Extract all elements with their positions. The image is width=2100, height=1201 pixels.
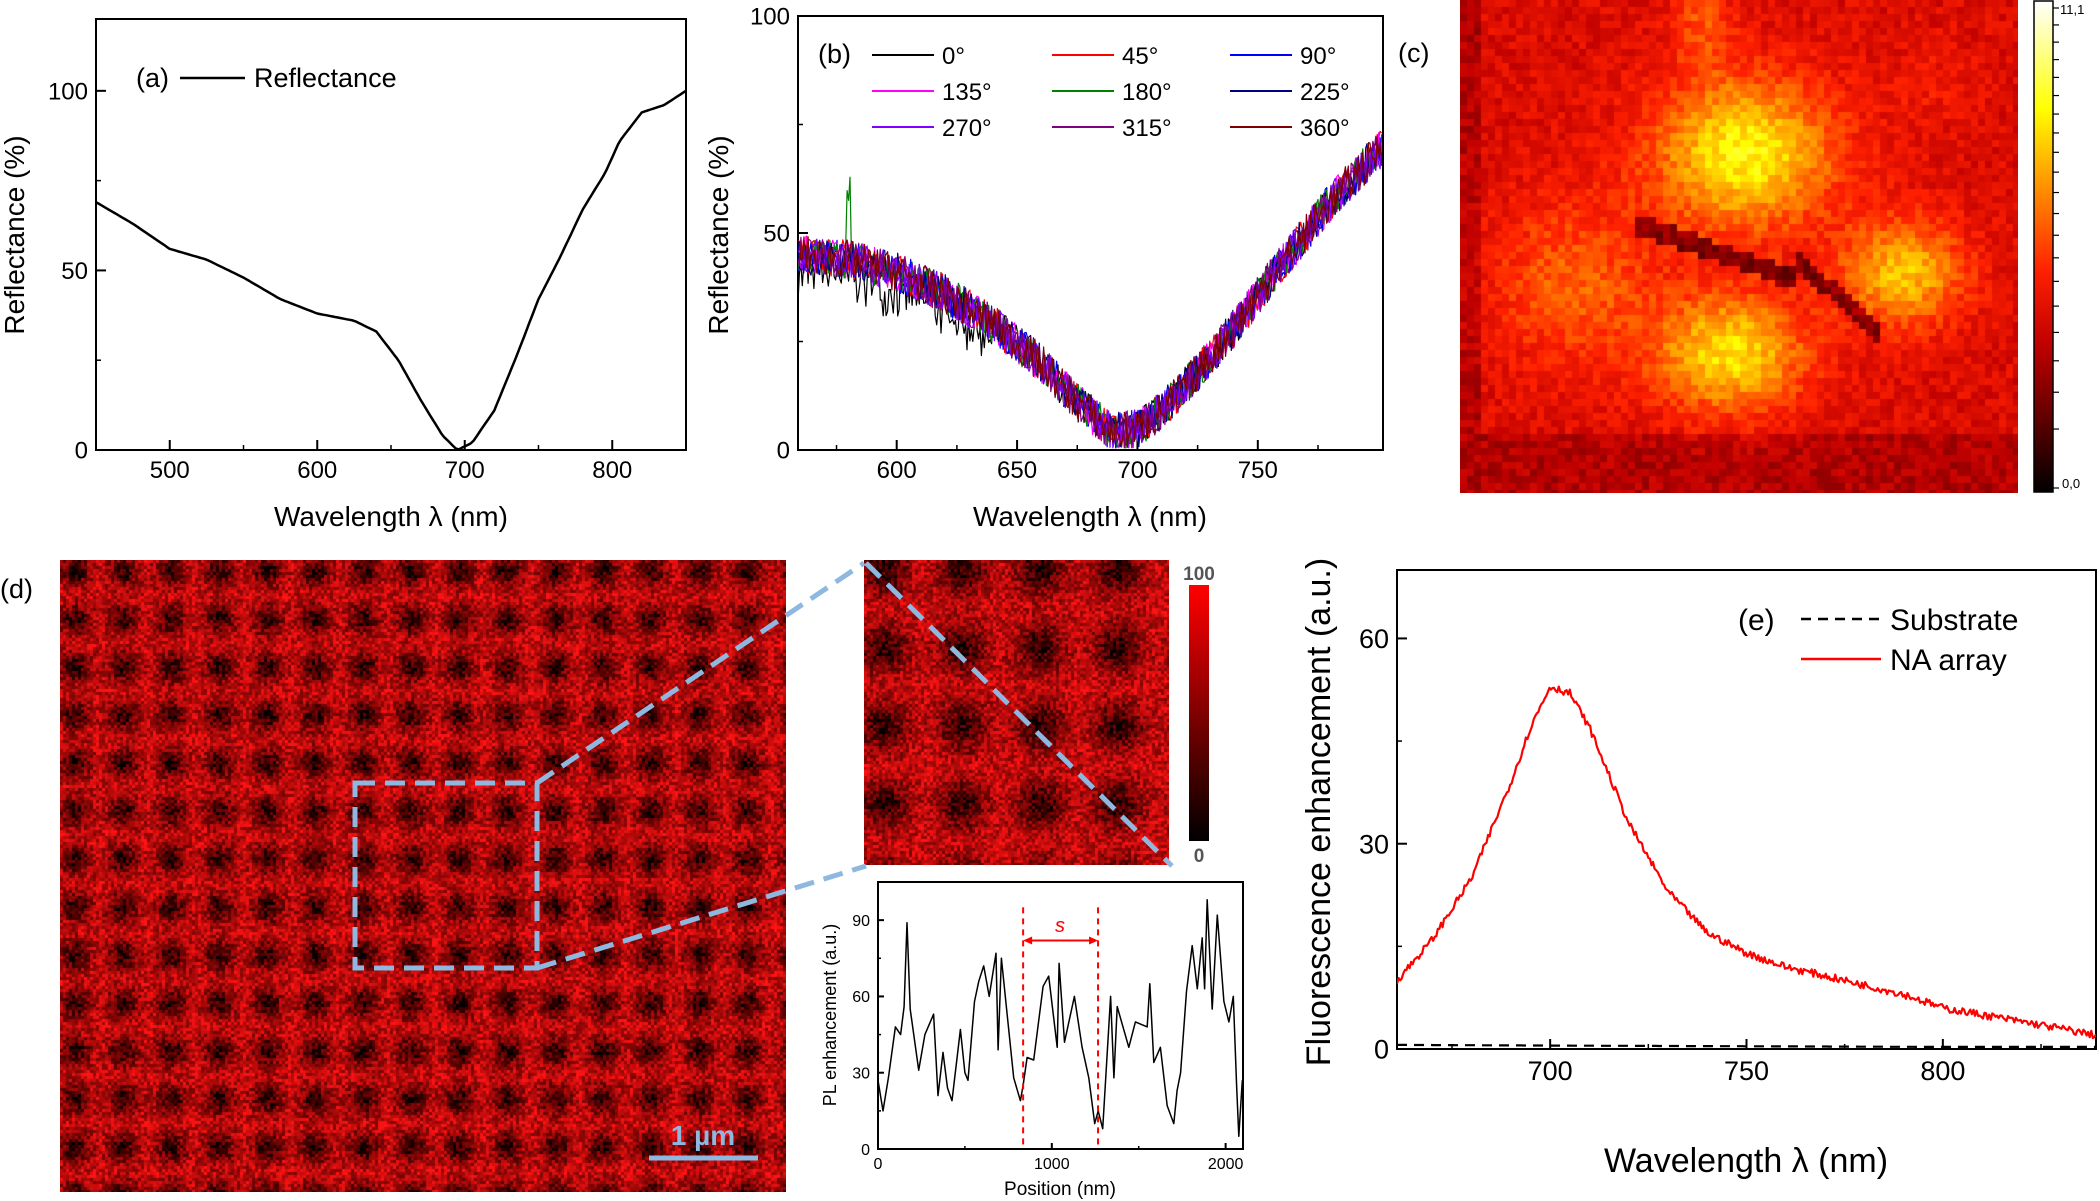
x-tick-label: 800 bbox=[1920, 1056, 1965, 1086]
x-tick-label: 1000 bbox=[1034, 1156, 1070, 1173]
panel-a-chart: 500 600 700 800 0 50 100 bbox=[48, 18, 687, 484]
panel-c-colorbar-max: 11,1 bbox=[2060, 2, 2084, 17]
panel-e-series-1 bbox=[1397, 685, 2096, 1040]
panel-b-series-0 bbox=[798, 135, 1383, 449]
y-tick-label: 0 bbox=[777, 438, 790, 465]
legend-label: 0° bbox=[942, 43, 965, 70]
panel-a-x-axis-label: Wavelength λ (nm) bbox=[274, 501, 508, 532]
panel-b-chart: 600 650 700 750 0 50 100 bbox=[750, 4, 1384, 484]
profile-annotation-s: s bbox=[1055, 915, 1065, 937]
panel-b-label: (b) bbox=[818, 39, 851, 69]
x-tick-label: 700 bbox=[445, 457, 485, 484]
y-tick-label: 60 bbox=[852, 989, 870, 1006]
legend-label: 45° bbox=[1122, 43, 1158, 70]
y-tick-label: 30 bbox=[852, 1065, 870, 1082]
profile-chart: 0 1000 2000 0 30 60 90 bbox=[852, 881, 1244, 1173]
y-tick-label: 100 bbox=[48, 78, 88, 105]
panel-e-x-axis-label: Wavelength λ (nm) bbox=[1604, 1142, 1888, 1180]
y-tick-label: 60 bbox=[1359, 624, 1389, 654]
panel-b-series-5 bbox=[798, 142, 1383, 448]
panel-e-legend-substrate-label: Substrate bbox=[1890, 604, 2018, 637]
y-tick-label: 100 bbox=[750, 4, 790, 31]
panel-c-heatmap-image bbox=[1460, 0, 2018, 493]
panel-d-colorbar bbox=[1189, 585, 1209, 841]
x-tick-label: 500 bbox=[150, 457, 190, 484]
panel-d-colorbar-max: 100 bbox=[1183, 564, 1215, 585]
x-tick-label: 600 bbox=[297, 457, 337, 484]
panel-b-y-axis-label: Reflectance (%) bbox=[703, 135, 734, 334]
x-tick-label: 800 bbox=[592, 457, 632, 484]
y-tick-label: 0 bbox=[1374, 1035, 1389, 1065]
profile-y-axis-label: PL enhancement (a.u.) bbox=[820, 924, 840, 1106]
panel-d-inset-image bbox=[864, 560, 1169, 865]
x-tick-label: 700 bbox=[1528, 1056, 1573, 1086]
x-tick-label: 750 bbox=[1724, 1056, 1769, 1086]
panel-e-y-axis-label: Fluorescence enhancement (a.u.) bbox=[1300, 558, 1338, 1066]
profile-x-axis-label: Position (nm) bbox=[1004, 1179, 1116, 1200]
panel-b-x-axis-label: Wavelength λ (nm) bbox=[973, 501, 1207, 532]
plot-frame bbox=[877, 881, 1244, 1150]
legend-label: 315° bbox=[1122, 115, 1172, 142]
panel-b-series-4 bbox=[798, 142, 1383, 449]
arrow-head-right bbox=[1089, 936, 1099, 945]
panel-b-series-1 bbox=[798, 130, 1383, 449]
panel-b-series-8 bbox=[798, 137, 1383, 448]
legend-label: 180° bbox=[1122, 79, 1172, 106]
arrow-head-left bbox=[1023, 936, 1033, 945]
panel-d-colorbar-min: 0 bbox=[1194, 846, 1205, 867]
panel-d-label: (d) bbox=[0, 574, 33, 604]
y-tick-label: 0 bbox=[861, 1142, 870, 1159]
plot-frame bbox=[95, 18, 687, 451]
legend-label: 270° bbox=[942, 115, 992, 142]
x-tick-label: 2000 bbox=[1208, 1156, 1244, 1173]
y-tick-label: 0 bbox=[75, 438, 88, 465]
panel-b-series-7 bbox=[798, 135, 1383, 448]
plot-frame bbox=[797, 15, 1384, 451]
panel-c-colorbar bbox=[2033, 0, 2054, 493]
x-tick-label: 750 bbox=[1238, 457, 1278, 484]
plot-frame bbox=[1396, 569, 2097, 1050]
legend-label: 135° bbox=[942, 79, 992, 106]
panel-b-legend: 0° 45° 90° 135° 180° 225° 270° 315° 360° bbox=[872, 43, 1350, 142]
panel-b-series-3 bbox=[798, 132, 1383, 449]
panel-c-label: (c) bbox=[1398, 38, 1429, 68]
panel-e-chart: 700 750 800 0 30 60 bbox=[1359, 569, 2097, 1086]
panel-e-label: (e) bbox=[1738, 604, 1775, 637]
panel-c-colorbar-ticks bbox=[2053, 7, 2059, 489]
y-tick-label: 30 bbox=[1359, 829, 1389, 859]
x-tick-label: 700 bbox=[1117, 457, 1157, 484]
legend-label: 225° bbox=[1300, 79, 1350, 106]
panel-e-legend-na-label: NA array bbox=[1890, 644, 2007, 677]
panel-a-y-axis-label: Reflectance (%) bbox=[0, 135, 30, 334]
y-tick-label: 90 bbox=[852, 913, 870, 930]
y-tick-label: 50 bbox=[61, 258, 88, 285]
x-tick-label: 0 bbox=[874, 1156, 883, 1173]
panel-e-series-0 bbox=[1397, 1043, 2096, 1049]
legend-label: 360° bbox=[1300, 115, 1350, 142]
panel-c-colorbar-min: 0,0 bbox=[2062, 476, 2080, 491]
panel-a-label: (a) bbox=[136, 63, 169, 93]
panel-b-series-2 bbox=[798, 137, 1383, 449]
panel-d-pl-map-image bbox=[60, 560, 786, 1192]
x-tick-label: 600 bbox=[877, 457, 917, 484]
profile-series bbox=[878, 899, 1243, 1138]
panel-b-series-6 bbox=[798, 134, 1383, 449]
x-tick-label: 650 bbox=[997, 457, 1037, 484]
y-tick-label: 50 bbox=[763, 221, 790, 248]
legend-label: 90° bbox=[1300, 43, 1336, 70]
panel-a-legend-label: Reflectance bbox=[254, 63, 397, 93]
panel-a-series-reflectance bbox=[96, 89, 686, 450]
